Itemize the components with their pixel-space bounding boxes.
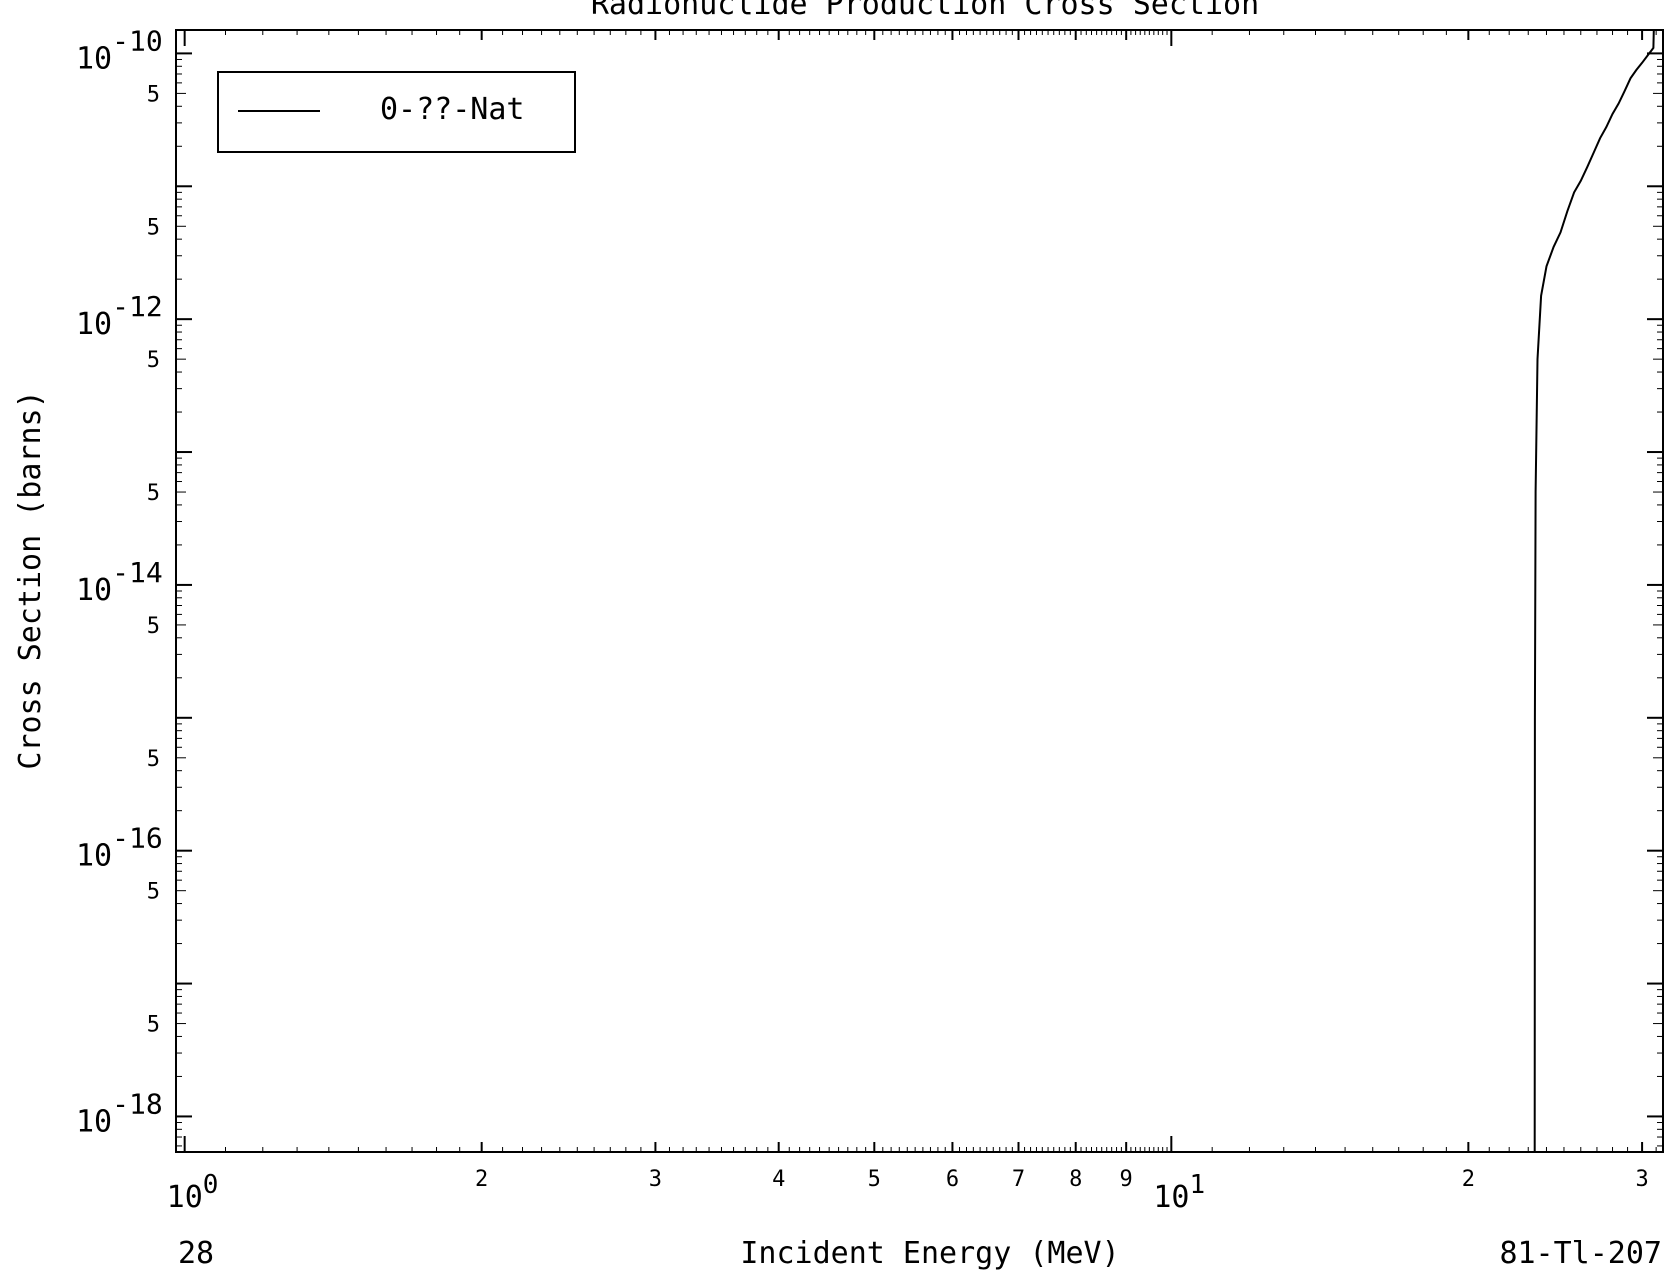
legend-label: 0-??-Nat (380, 92, 525, 127)
series-layer (1533, 29, 1655, 1153)
x-minor-tick-label: 7 (1012, 1167, 1025, 1192)
y-major-tick-label: 10-16 (76, 822, 163, 874)
series-line (1533, 29, 1655, 1153)
x-minor-tick-label: 5 (868, 1167, 881, 1192)
y-axis-label: Cross Section (barns) (13, 390, 48, 769)
y-major-tick-label: 10-10 (76, 24, 163, 76)
y-five-tick-label: 5 (147, 880, 160, 905)
y-major-tick-label: 10-12 (76, 290, 163, 342)
chart-title: Radionuclide Production Cross Section (591, 0, 1259, 22)
y-five-tick-label: 5 (147, 1013, 160, 1038)
y-five-tick-label: 5 (147, 747, 160, 772)
plot-frame (175, 29, 1664, 1153)
x-minor-tick-label: 3 (649, 1167, 662, 1192)
y-major-tick-label: 10-14 (76, 556, 163, 608)
y-five-tick-label: 5 (147, 614, 160, 639)
x-major-tick-label: 101 (1153, 1170, 1205, 1215)
y-major-tick-label: 10-18 (76, 1087, 163, 1139)
y-five-tick-label: 5 (147, 481, 160, 506)
x-minor-tick-label: 3 (1635, 1167, 1648, 1192)
y-five-tick-label: 5 (147, 82, 160, 107)
x-minor-tick-label: 9 (1120, 1167, 1133, 1192)
y-five-tick-label: 5 (147, 348, 160, 373)
x-minor-tick-label: 4 (772, 1167, 785, 1192)
footer-left-label: 28 (178, 1236, 214, 1271)
footer-right-label: 81-Tl-207 (1499, 1236, 1662, 1271)
x-major-tick-label: 100 (167, 1170, 219, 1215)
axis-ticks (176, 30, 1663, 1152)
y-five-tick-label: 5 (147, 215, 160, 240)
axis-tick-labels: 100 101 2 3 4 5 6 7 8 9 2 3 10-10 10-12 10-14 10-16 10-1… (76, 24, 1649, 1215)
x-minor-tick-label: 2 (1462, 1167, 1475, 1192)
x-minor-tick-label: 6 (946, 1167, 959, 1192)
x-minor-tick-label: 8 (1069, 1167, 1082, 1192)
x-axis-label: Incident Energy (MeV) (740, 1236, 1119, 1271)
x-minor-tick-label: 2 (475, 1167, 488, 1192)
legend: 0-??-Nat (217, 71, 576, 153)
